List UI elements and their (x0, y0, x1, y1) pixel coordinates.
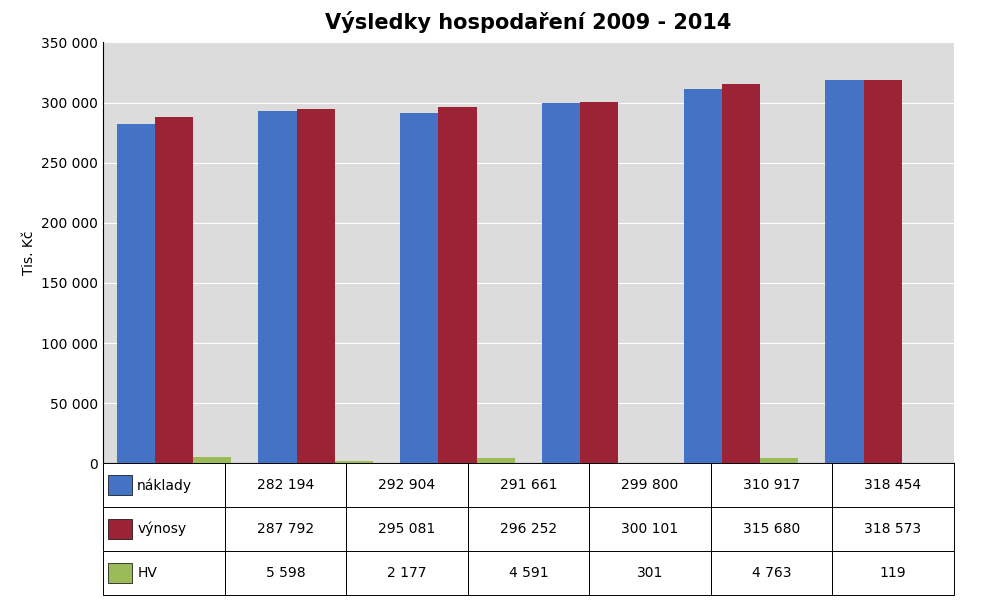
Bar (542, 103, 580, 463)
Bar (711, 551, 832, 595)
Bar (863, 80, 901, 463)
Bar (103, 463, 954, 507)
Text: 282 194: 282 194 (257, 478, 314, 492)
Bar (259, 111, 297, 463)
Bar (589, 507, 711, 551)
Text: 295 081: 295 081 (378, 522, 435, 536)
Text: 119: 119 (880, 566, 906, 580)
Bar (103, 551, 225, 595)
Bar (711, 507, 832, 551)
Bar (580, 103, 618, 463)
Y-axis label: Tis. Kč: Tis. Kč (22, 231, 35, 275)
Bar (108, 563, 133, 583)
Bar (826, 80, 863, 463)
Bar (103, 463, 225, 507)
Bar (832, 507, 954, 551)
Text: 4 591: 4 591 (508, 566, 549, 580)
Text: náklady: náklady (138, 478, 193, 492)
Bar (722, 84, 760, 463)
Bar (589, 463, 711, 507)
Bar (468, 507, 589, 551)
Text: 318 454: 318 454 (864, 478, 921, 492)
Bar (832, 463, 954, 507)
Text: 5 598: 5 598 (265, 566, 306, 580)
Text: 287 792: 287 792 (257, 522, 314, 536)
Bar (108, 519, 133, 539)
Bar (225, 463, 346, 507)
Bar (225, 507, 346, 551)
Bar (400, 113, 438, 463)
Bar (468, 551, 589, 595)
Bar (711, 463, 832, 507)
Bar (589, 551, 711, 595)
Bar (438, 107, 477, 463)
Bar (346, 507, 468, 551)
Bar (108, 475, 133, 495)
Bar (477, 458, 515, 463)
Bar (103, 507, 954, 551)
Text: 299 800: 299 800 (621, 478, 678, 492)
Bar (103, 507, 225, 551)
Text: 315 680: 315 680 (743, 522, 800, 536)
Text: 292 904: 292 904 (378, 478, 435, 492)
Text: 310 917: 310 917 (743, 478, 800, 492)
Text: 4 763: 4 763 (752, 566, 791, 580)
Text: 300 101: 300 101 (621, 522, 678, 536)
Text: 318 573: 318 573 (864, 522, 921, 536)
Text: výnosy: výnosy (138, 522, 187, 537)
Bar (832, 551, 954, 595)
Bar (335, 461, 374, 463)
Text: 296 252: 296 252 (499, 522, 557, 536)
Bar (683, 89, 722, 463)
Bar (468, 463, 589, 507)
Bar (155, 117, 194, 463)
Text: 2 177: 2 177 (387, 566, 427, 580)
Bar (760, 458, 798, 463)
Text: 291 661: 291 661 (499, 478, 557, 492)
Bar (117, 124, 155, 463)
Text: 301: 301 (637, 566, 663, 580)
Bar (297, 109, 335, 463)
Bar (103, 551, 954, 595)
Bar (346, 463, 468, 507)
Text: HV: HV (138, 566, 157, 580)
Bar (225, 551, 346, 595)
Title: Výsledky hospodaření 2009 - 2014: Výsledky hospodaření 2009 - 2014 (325, 10, 731, 33)
Bar (194, 456, 231, 463)
Bar (346, 551, 468, 595)
